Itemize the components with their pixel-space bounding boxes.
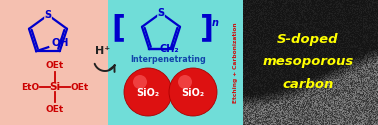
Text: OH: OH	[51, 38, 69, 48]
Text: H⁺: H⁺	[95, 46, 110, 56]
Text: Interpenetrating: Interpenetrating	[130, 54, 206, 64]
Text: S-doped: S-doped	[277, 34, 339, 46]
Text: [: [	[111, 14, 125, 42]
Text: OEt: OEt	[71, 82, 89, 92]
Circle shape	[133, 75, 147, 89]
Text: EtO: EtO	[21, 82, 39, 92]
Text: SiO₂: SiO₂	[136, 88, 160, 98]
FancyBboxPatch shape	[0, 0, 243, 125]
Text: S: S	[158, 8, 164, 18]
Text: mesoporous: mesoporous	[262, 56, 354, 68]
Circle shape	[169, 68, 217, 116]
Text: ]: ]	[200, 14, 214, 42]
Text: n: n	[212, 18, 218, 28]
Text: carbon: carbon	[282, 78, 334, 90]
Text: OEt: OEt	[46, 104, 64, 114]
Text: Etching + Carbonization: Etching + Carbonization	[234, 23, 239, 103]
Text: S: S	[45, 10, 51, 20]
Text: CH₂: CH₂	[160, 44, 179, 54]
Text: SiO₂: SiO₂	[181, 88, 204, 98]
Circle shape	[178, 75, 192, 89]
Circle shape	[124, 68, 172, 116]
Text: OEt: OEt	[46, 60, 64, 70]
FancyBboxPatch shape	[108, 0, 243, 125]
Text: Si: Si	[50, 82, 60, 92]
